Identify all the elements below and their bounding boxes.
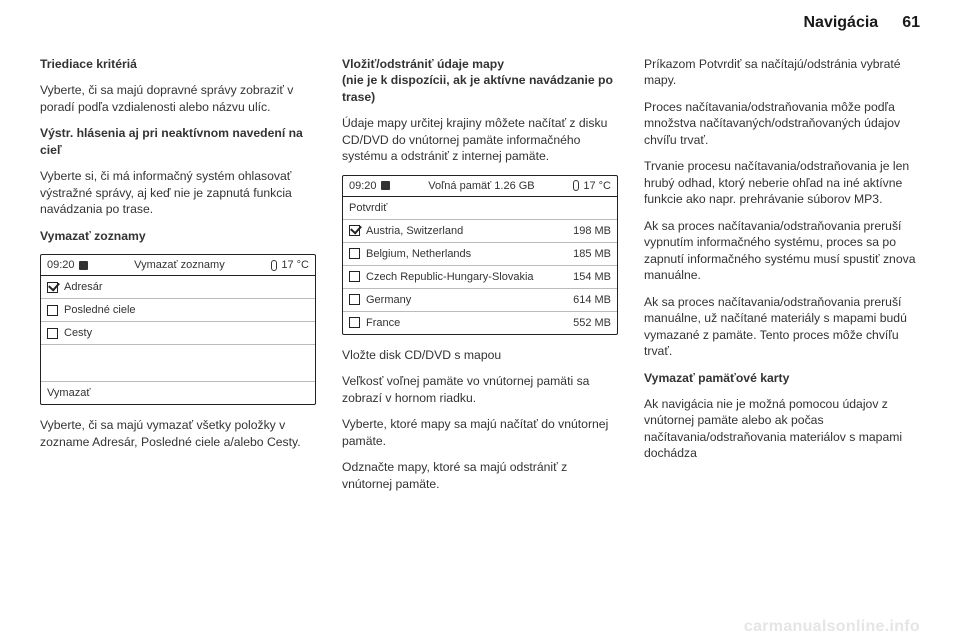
list-item: Cesty <box>41 322 315 345</box>
delete-action-label: Vymazať <box>47 387 309 399</box>
checkbox-icon <box>47 328 58 339</box>
paragraph-text: Príkazom Potvrdiť sa načítajú/odstránia … <box>644 57 901 87</box>
screen-body: Potvrdiť Austria, Switzerland 198 MB Bel… <box>343 197 617 334</box>
country-name: Germany <box>366 294 567 306</box>
checkbox-icon <box>349 271 360 282</box>
paragraph: Údaje mapy určitej krajiny môžete načíta… <box>342 115 618 164</box>
checkbox-icon <box>47 282 58 293</box>
data-size: 198 MB <box>573 225 611 237</box>
screen-title: Voľná pamäť 1.26 GB <box>390 180 574 192</box>
paragraph: Ak sa proces načítavania/odstraňovania p… <box>644 218 920 284</box>
list-item: Posledné ciele <box>41 299 315 322</box>
list-item: Austria, Switzerland 198 MB <box>343 220 617 243</box>
checkbox-icon <box>349 317 360 328</box>
checkbox-icon <box>349 248 360 259</box>
screen-header: 09:20 Vymazať zoznamy 17 °C <box>41 255 315 276</box>
list-item: Germany 614 MB <box>343 289 617 312</box>
country-name: France <box>366 317 567 329</box>
list-item: Adresár <box>41 276 315 299</box>
content-columns: Triediace kritériá Vyberte, či sa majú d… <box>0 56 960 502</box>
screen-title: Vymazať zoznamy <box>88 259 272 271</box>
list-item: Belgium, Netherlands 185 MB <box>343 243 617 266</box>
paragraph: Veľkosť voľnej pamäte vo vnútornej pamät… <box>342 373 618 406</box>
list-item-label: Adresár <box>64 281 309 293</box>
temp-value: 17 °C <box>583 180 611 192</box>
paragraph: Ak sa proces načítavania/odstraňovania p… <box>644 294 920 360</box>
checkbox-icon <box>349 225 360 236</box>
paragraph: Vložte disk CD/DVD s mapou <box>342 347 618 363</box>
thermometer-icon <box>271 260 277 271</box>
page-header: Navigácia 61 <box>0 0 960 56</box>
column-3: Príkazom Potvrdiť sa načítajú/odstránia … <box>644 56 920 502</box>
clock-time: 09:20 <box>349 180 377 192</box>
screen-map-memory: 09:20 Voľná pamäť 1.26 GB 17 °C Potvrdiť… <box>342 175 618 335</box>
screen-temp: 17 °C <box>271 259 309 271</box>
data-size: 154 MB <box>573 271 611 283</box>
paragraph: Odznačte mapy, ktoré sa majú odstrániť z… <box>342 459 618 492</box>
screen-clock: 09:20 <box>47 259 88 271</box>
paragraph: Príkazom Potvrdiť sa načítajú/odstránia … <box>644 56 920 89</box>
list-item-label: Posledné ciele <box>64 304 309 316</box>
country-name: Czech Republic-Hungary-Slovakia <box>366 271 567 283</box>
temp-value: 17 °C <box>281 259 309 271</box>
screen-header: 09:20 Voľná pamäť 1.26 GB 17 °C <box>343 176 617 197</box>
paragraph: Vyberte, či sa majú vymazať všetky polož… <box>40 417 316 450</box>
screen-clock: 09:20 <box>349 180 390 192</box>
section-title: Navigácia <box>803 14 878 32</box>
checkbox-icon <box>47 305 58 316</box>
thermometer-icon <box>573 180 579 191</box>
country-name: Belgium, Netherlands <box>366 248 567 260</box>
paragraph: Trvanie procesu načítavania/odstraňovani… <box>644 158 920 207</box>
screen-body: Adresár Posledné ciele Cesty Vymazať <box>41 276 315 404</box>
heading-delete-cards: Vymazať pamäťové karty <box>644 371 789 385</box>
list-item: Vymazať <box>41 381 315 404</box>
heading-delete-lists: Vymazať zoznamy <box>40 229 146 243</box>
data-size: 552 MB <box>573 317 611 329</box>
pin-icon <box>381 181 390 190</box>
screen-temp: 17 °C <box>573 180 611 192</box>
country-name: Austria, Switzerland <box>366 225 567 237</box>
heading-map-data: Vložiť/odstrániť údaje mapy <box>342 57 504 71</box>
page-number: 61 <box>902 14 920 32</box>
data-size: 185 MB <box>573 248 611 260</box>
column-2: Vložiť/odstrániť údaje mapy (nie je k di… <box>342 56 618 502</box>
heading-map-data-note: (nie je k dispozícii, ak je aktívne navá… <box>342 73 613 103</box>
paragraph: Proces načítavania/odstraňovania môže po… <box>644 99 920 148</box>
confirm-row: Potvrdiť <box>343 197 617 220</box>
paragraph: Ak navigácia nie je možná pomocou údajov… <box>644 396 920 462</box>
list-item: France 552 MB <box>343 312 617 334</box>
list-item-label: Cesty <box>64 327 309 339</box>
paragraph: Vyberte, či sa majú dopravné správy zobr… <box>40 82 316 115</box>
column-1: Triediace kritériá Vyberte, či sa majú d… <box>40 56 316 502</box>
screen-delete-lists: 09:20 Vymazať zoznamy 17 °C Adresár Posl… <box>40 254 316 405</box>
heading-sort-criteria: Triediace kritériá <box>40 57 137 71</box>
paragraph: Vyberte, ktoré mapy sa majú načítať do v… <box>342 416 618 449</box>
confirm-label: Potvrdiť <box>349 202 387 214</box>
clock-time: 09:20 <box>47 259 75 271</box>
pin-icon <box>79 261 88 270</box>
data-size: 614 MB <box>573 294 611 306</box>
spacer <box>41 345 315 381</box>
checkbox-icon <box>349 294 360 305</box>
heading-warnings: Výstr. hlásenia aj pri neaktívnom navede… <box>40 126 303 156</box>
watermark: carmanualsonline.info <box>744 618 920 636</box>
paragraph: Vyberte si, či má informačný systém ohla… <box>40 168 316 217</box>
list-item: Czech Republic-Hungary-Slovakia 154 MB <box>343 266 617 289</box>
